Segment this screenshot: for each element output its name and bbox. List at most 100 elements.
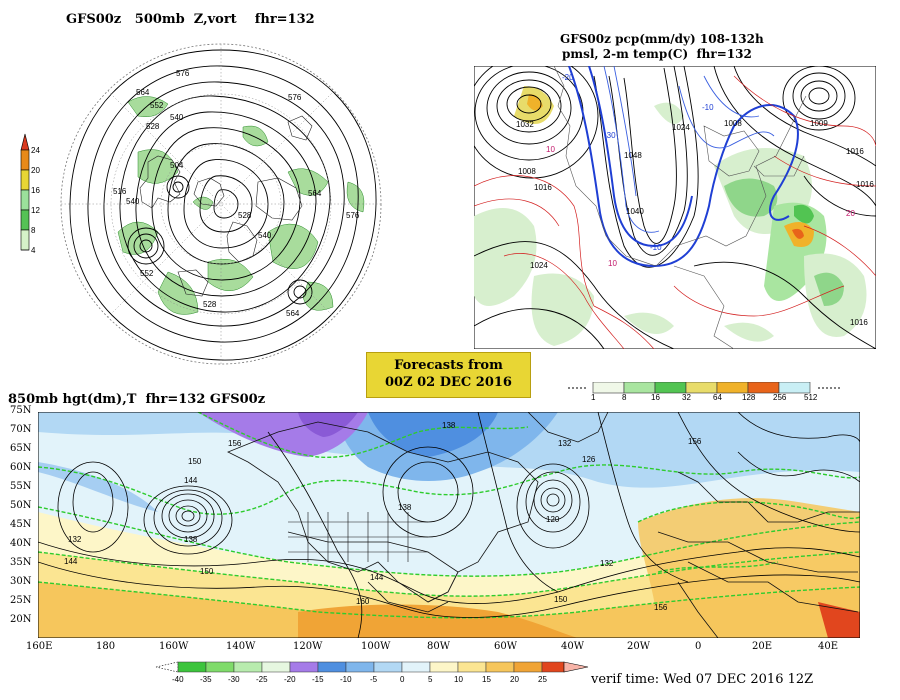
temp-colorbar: -40 -35 -30 -25 -20 -15 -10 -5 0 5 10 15… bbox=[154, 660, 594, 696]
contour-label: 576 bbox=[176, 69, 190, 78]
isotherm-label: -10 bbox=[650, 243, 662, 252]
height-label: 120 bbox=[546, 515, 560, 524]
isobar-label: 1024 bbox=[672, 123, 690, 132]
contour-label: 576 bbox=[288, 93, 302, 102]
height-labels-850mb: 156 138 132 150 144 126 138 120 138 144 … bbox=[64, 421, 702, 612]
panel-500mb-title: GFS00z 500mb Z,vort fhr=132 bbox=[66, 12, 315, 27]
isobar-label: 1016 bbox=[856, 180, 874, 189]
colorbar-swatch bbox=[685, 382, 718, 394]
verif-time: verif time: Wed 07 DEC 2016 12Z bbox=[591, 672, 814, 687]
cb1-tick: 24 bbox=[31, 146, 40, 155]
isotherm-label: -30 bbox=[604, 131, 616, 140]
isobar-label: 1032 bbox=[516, 120, 534, 129]
map-850mb-svg: 156 138 132 150 144 126 138 120 138 144 … bbox=[38, 412, 860, 638]
lon-label: 40E bbox=[818, 641, 839, 652]
colorbar-swatch bbox=[20, 149, 30, 171]
colorbar-swatch bbox=[513, 661, 543, 673]
forecast-line-2: 00Z 02 DEC 2016 bbox=[385, 375, 512, 390]
isobar-label: 1008 bbox=[518, 167, 536, 176]
height-label: 150 bbox=[188, 457, 202, 466]
height-label: 132 bbox=[558, 439, 572, 448]
isobar-label: 1024 bbox=[530, 261, 548, 270]
height-label: 156 bbox=[654, 603, 668, 612]
cb3-tick: 15 bbox=[482, 675, 491, 684]
cb2-tick: 1 bbox=[591, 393, 596, 402]
colorbar-swatch bbox=[261, 661, 291, 673]
cb1-tick: 8 bbox=[31, 226, 36, 235]
height-label: 144 bbox=[370, 573, 384, 582]
cb2-tick: 256 bbox=[773, 393, 787, 402]
vorticity-colorbar bbox=[20, 133, 30, 251]
lon-axis: 160E 180 160W 140W 120W 100W 80W 60W 40W… bbox=[0, 641, 900, 655]
height-label: 156 bbox=[228, 439, 242, 448]
coastlines-na bbox=[553, 66, 807, 349]
graticule bbox=[61, 44, 381, 364]
colorbar-swatch bbox=[317, 661, 347, 673]
height-label: 156 bbox=[688, 437, 702, 446]
colorbar-swatch bbox=[205, 661, 235, 673]
pressure-labels: 1032 1008 1016 1024 1040 1048 1024 1008 … bbox=[516, 119, 874, 327]
cb3-tick: -20 bbox=[284, 675, 296, 684]
cb3-tick: -10 bbox=[340, 675, 352, 684]
cb2-tick: 128 bbox=[742, 393, 756, 402]
isotherms-850mb bbox=[38, 412, 860, 619]
contour-label: 540 bbox=[258, 231, 272, 240]
lat-label: 20N bbox=[10, 614, 32, 625]
contour-label: 552 bbox=[140, 269, 154, 278]
cb3-tick: -35 bbox=[200, 675, 212, 684]
lon-label: 160E bbox=[26, 641, 53, 652]
lat-label: 65N bbox=[10, 443, 32, 454]
isobar-label: 1016 bbox=[850, 318, 868, 327]
cb1-tick: 20 bbox=[31, 166, 40, 175]
contour-label: 564 bbox=[308, 189, 322, 198]
colorbar-swatch bbox=[747, 382, 780, 394]
panel-precip-title-1: GFS00z pcp(mm/dy) 108-132h bbox=[560, 32, 764, 46]
isobar-label: 1048 bbox=[624, 151, 642, 160]
warm-isotherms bbox=[474, 75, 876, 349]
colorbar-swatch bbox=[716, 382, 749, 394]
isobar-label: 1008 bbox=[724, 119, 742, 128]
precip-colorbar-svg bbox=[568, 382, 842, 394]
cb1-tick: 12 bbox=[31, 206, 40, 215]
isotherm-label: -10 bbox=[702, 103, 714, 112]
lat-axis: 75N 70N 65N 60N 55N 50N 45N 40N 35N 30N … bbox=[10, 405, 40, 640]
colorbar-swatch bbox=[177, 661, 207, 673]
height-contours-850mb bbox=[38, 412, 860, 638]
colorbar-swatch bbox=[623, 382, 656, 394]
colorbar-swatch bbox=[592, 382, 625, 394]
temperature-shading bbox=[38, 412, 860, 638]
forecast-line-1: Forecasts from bbox=[394, 358, 503, 373]
cb2-tick: 64 bbox=[713, 393, 722, 402]
height-label: 138 bbox=[398, 503, 412, 512]
lon-label: 120W bbox=[293, 641, 323, 652]
height-label: 160 bbox=[356, 597, 370, 606]
forecast-box: Forecasts from 00Z 02 DEC 2016 bbox=[366, 352, 531, 398]
cb2-tick: 16 bbox=[651, 393, 660, 402]
cold-isotherms bbox=[568, 66, 799, 268]
lon-label: 20W bbox=[627, 641, 651, 652]
contour-label: 540 bbox=[126, 197, 140, 206]
cb1-tick: 16 bbox=[31, 186, 40, 195]
lon-label: 140W bbox=[226, 641, 256, 652]
lat-label: 40N bbox=[10, 538, 32, 549]
lon-label: 60W bbox=[494, 641, 518, 652]
precip-map: 1032 1008 1016 1024 1040 1048 1024 1008 … bbox=[474, 66, 876, 349]
panel-precip-title-2: pmsl, 2-m temp(C) fhr=132 bbox=[562, 47, 752, 61]
colorbar-swatch bbox=[289, 661, 319, 673]
state-borders bbox=[288, 512, 428, 562]
temp-colorbar-svg bbox=[155, 661, 589, 673]
contour-label: 552 bbox=[150, 101, 164, 110]
isobar-label: 1040 bbox=[626, 207, 644, 216]
lon-label: 40W bbox=[561, 641, 585, 652]
contour-label: 504 bbox=[170, 161, 184, 170]
coastlines bbox=[139, 115, 313, 297]
cb1-tick: 4 bbox=[31, 246, 36, 255]
colorbar-swatch bbox=[20, 229, 30, 251]
lat-label: 55N bbox=[10, 481, 32, 492]
lon-label: 160W bbox=[159, 641, 189, 652]
panel-850mb-title: 850mb hgt(dm),T fhr=132 GFS00z bbox=[8, 392, 266, 407]
lat-label: 60N bbox=[10, 462, 32, 473]
height-label: 132 bbox=[600, 559, 614, 568]
lon-label: 180 bbox=[96, 641, 116, 652]
contour-label: 564 bbox=[286, 309, 300, 318]
